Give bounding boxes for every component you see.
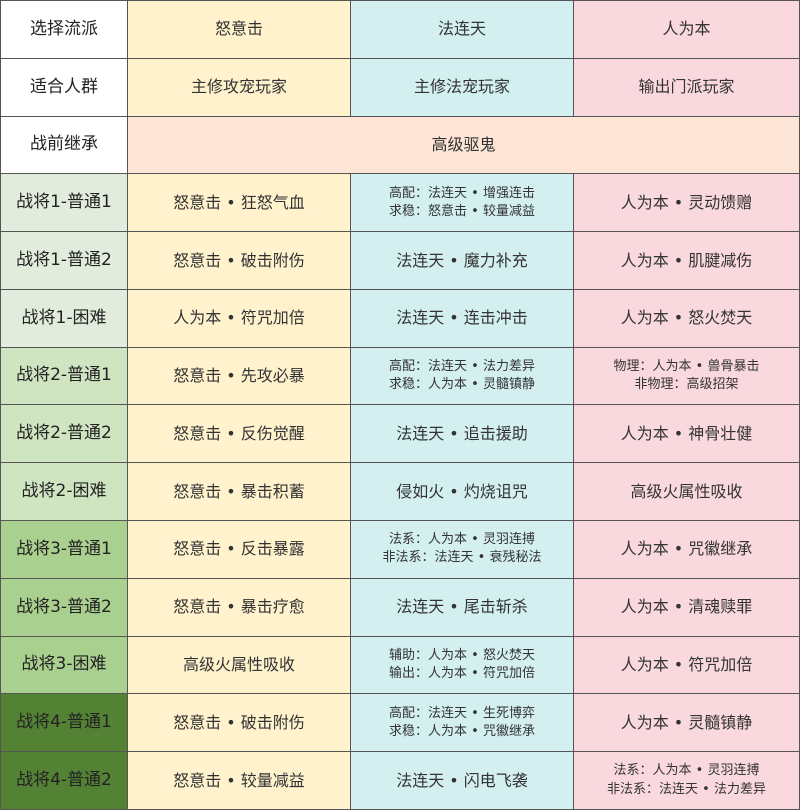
cell-line: 高配：法连天 • 法力差异 [389,358,535,374]
row-label: 战将1-困难 [0,288,128,348]
audience-label: 适合人群 [0,57,128,117]
cell-c2: 怒意击 • 破击附伤 [127,693,351,753]
cell-c4: 高级火属性吸收 [573,462,800,522]
cell-c2: 高级火属性吸收 [127,635,351,695]
cell-c3: 高配：法连天 • 生死博弈 求稳：人为本 • 咒徽继承 [350,693,574,753]
cell-line: 法系：人为本 • 灵羽连搏 [613,763,760,779]
table-row: 战将3-普通2 怒意击 • 暴击疗愈 法连天 • 尾击斩杀 人为本 • 清魂赎罪 [0,577,800,637]
table-row: 战将4-普通2 怒意击 • 较量减益 法连天 • 闪电飞袭 法系：人为本 • 灵羽连搏… [0,751,800,810]
cell-line: 求稳：怒意击 • 较量减益 [389,203,535,219]
cell-line: 求稳：人为本 • 咒徽继承 [389,723,535,739]
header-renweiben: 人为本 [573,0,800,59]
cell-c3: 法连天 • 魔力补充 [350,231,574,290]
row-label: 战将4-普通1 [0,693,128,753]
table-row: 战将1-普通2 怒意击 • 破击附伤 法连天 • 魔力补充 人为本 • 肌腱减伤 [0,231,800,290]
cell-c4: 人为本 • 符咒加倍 [573,635,800,695]
header-falian: 法连天 [350,0,574,59]
cell-line: 非法系：法连天 • 法力差异 [607,781,766,797]
row-label: 战将1-普通1 [0,173,128,233]
table-row: 战将4-普通1 怒意击 • 破击附伤 高配：法连天 • 生死博弈 求稳：人为本 • 咒… [0,693,800,753]
cell-c4: 人为本 • 灵髓镇静 [573,693,800,753]
audience-cell: 主修法宠玩家 [350,57,574,117]
cell-c4: 法系：人为本 • 灵羽连搏 非法系：法连天 • 法力差异 [573,751,800,810]
cell-c3: 侵如火 • 灼烧诅咒 [350,462,574,522]
prebattle-value: 高级驱鬼 [127,115,800,175]
cell-c3: 法连天 • 尾击斩杀 [350,577,574,637]
cell-c3: 法连天 • 追击援助 [350,404,574,464]
cell-c3: 法连天 • 连击冲击 [350,288,574,348]
audience-row: 适合人群 主修攻宠玩家 主修法宠玩家 输出门派玩家 [0,57,800,117]
row-label: 战将2-普通1 [0,346,128,406]
cell-c4: 人为本 • 清魂赎罪 [573,577,800,637]
cell-c2: 人为本 • 符咒加倍 [127,288,351,348]
cell-c2: 怒意击 • 反击暴露 [127,520,351,579]
cell-line: 物理：人为本 • 兽骨暴击 [613,358,760,374]
table-row: 战将2-普通1 怒意击 • 先攻必暴 高配：法连天 • 法力差异 求稳：人为本 • 灵… [0,346,800,406]
header-nuyiji: 怒意击 [127,0,351,59]
cell-c3: 法连天 • 闪电飞袭 [350,751,574,810]
header-row: 选择流派 怒意击 法连天 人为本 [0,0,800,59]
cell-line: 输出：人为本 • 符咒加倍 [389,665,535,681]
prebattle-label: 战前继承 [0,115,128,175]
cell-line: 高配：法连天 • 生死博弈 [389,705,535,721]
cell-c2: 怒意击 • 先攻必暴 [127,346,351,406]
cell-c2: 怒意击 • 暴击疗愈 [127,577,351,637]
header-label: 选择流派 [0,0,128,59]
cell-c2: 怒意击 • 暴击积蓄 [127,462,351,522]
row-label: 战将3-普通1 [0,520,128,579]
cell-line: 法系：人为本 • 灵羽连搏 [389,532,535,548]
table-row: 战将1-普通1 怒意击 • 狂怒气血 高配：法连天 • 增强连击 求稳：怒意击 • 较… [0,173,800,233]
cell-c2: 怒意击 • 反伤觉醒 [127,404,351,464]
cell-c3: 高配：法连天 • 增强连击 求稳：怒意击 • 较量减益 [350,173,574,233]
audience-cell: 输出门派玩家 [573,57,800,117]
table-row: 战将2-普通2 怒意击 • 反伤觉醒 法连天 • 追击援助 人为本 • 神骨壮健 [0,404,800,464]
row-label: 战将2-普通2 [0,404,128,464]
cell-c4: 人为本 • 肌腱减伤 [573,231,800,290]
cell-c2: 怒意击 • 较量减益 [127,751,351,810]
table-row: 战将2-困难 怒意击 • 暴击积蓄 侵如火 • 灼烧诅咒 高级火属性吸收 [0,462,800,522]
row-label: 战将3-普通2 [0,577,128,637]
cell-line: 求稳：人为本 • 灵髓镇静 [389,377,535,393]
table-row: 战将1-困难 人为本 • 符咒加倍 法连天 • 连击冲击 人为本 • 怒火焚天 [0,288,800,348]
cell-c4: 人为本 • 神骨壮健 [573,404,800,464]
cell-c3: 高配：法连天 • 法力差异 求稳：人为本 • 灵髓镇静 [350,346,574,406]
table-row: 战将3-普通1 怒意击 • 反击暴露 法系：人为本 • 灵羽连搏 非法系：法连天 • … [0,520,800,579]
cell-c4: 人为本 • 灵动馈赠 [573,173,800,233]
row-label: 战将1-普通2 [0,231,128,290]
cell-c4: 人为本 • 怒火焚天 [573,288,800,348]
row-label: 战将4-普通2 [0,751,128,810]
cell-line: 辅助：人为本 • 怒火焚天 [389,647,535,663]
audience-cell: 主修攻宠玩家 [127,57,351,117]
cell-line: 非法系：法连天 • 衰残秘法 [382,550,542,566]
cell-c4: 物理：人为本 • 兽骨暴击 非物理：高级招架 [573,346,800,406]
prebattle-row: 战前继承 高级驱鬼 [0,115,800,175]
cell-c3: 法系：人为本 • 灵羽连搏 非法系：法连天 • 衰残秘法 [350,520,574,579]
row-label: 战将2-困难 [0,462,128,522]
cell-c2: 怒意击 • 狂怒气血 [127,173,351,233]
cell-c3: 辅助：人为本 • 怒火焚天 输出：人为本 • 符咒加倍 [350,635,574,695]
cell-line: 高配：法连天 • 增强连击 [389,185,535,201]
cell-line: 非物理：高级招架 [634,377,739,393]
cell-c4: 人为本 • 咒徽继承 [573,520,800,579]
table-row: 战将3-困难 高级火属性吸收 辅助：人为本 • 怒火焚天 输出：人为本 • 符咒加倍人… [0,635,800,695]
cell-c2: 怒意击 • 破击附伤 [127,231,351,290]
row-label: 战将3-困难 [0,635,128,695]
